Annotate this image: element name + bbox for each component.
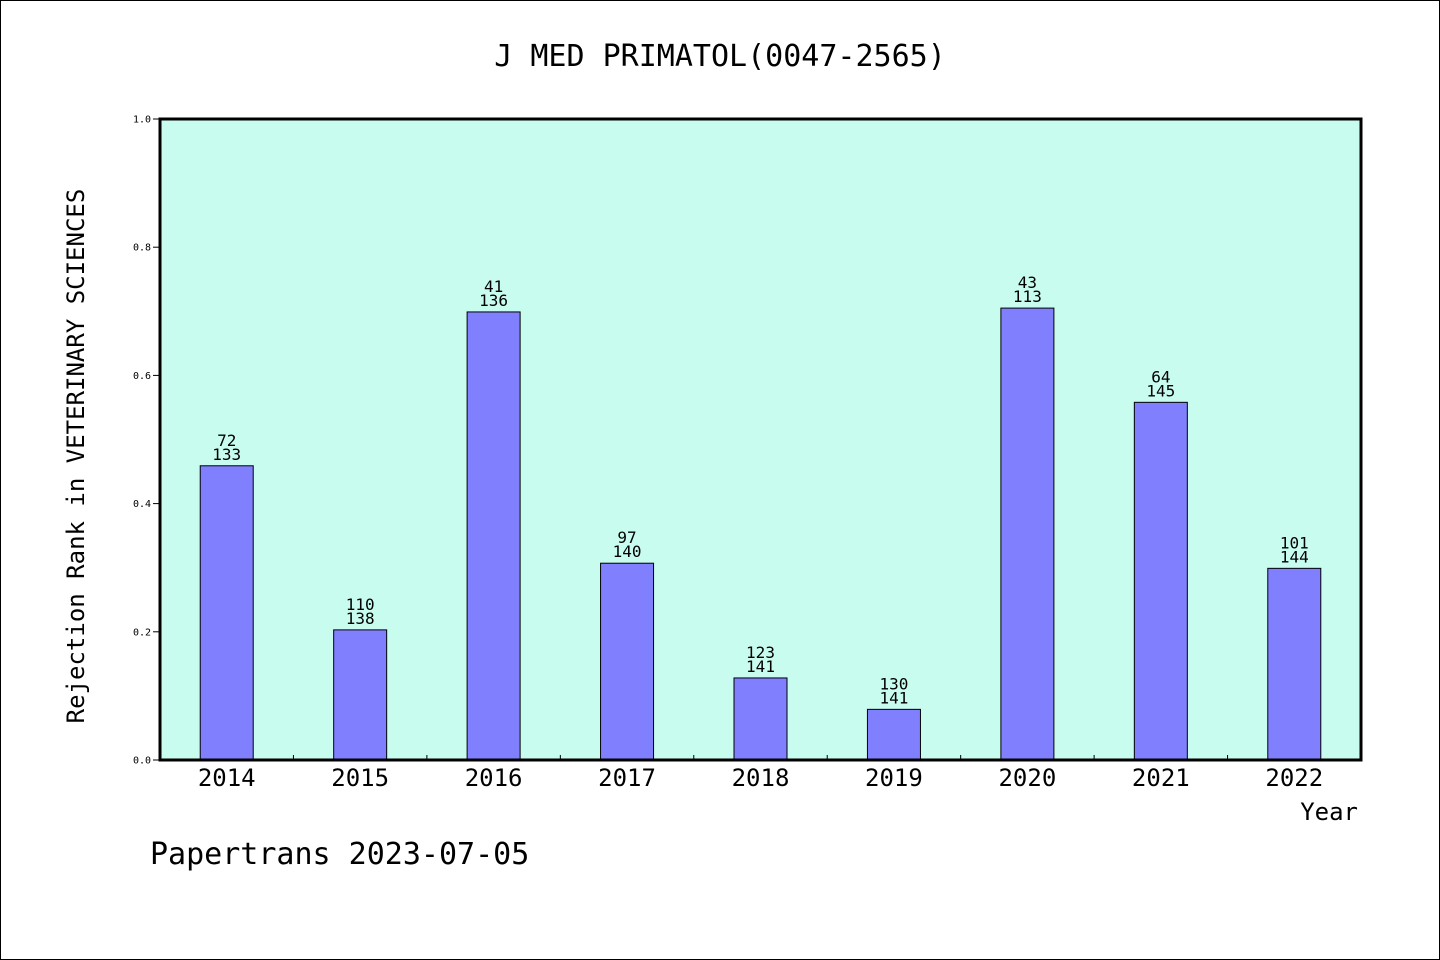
bar-label-rank: 43 <box>1018 273 1037 292</box>
bar-2020 <box>1000 307 1055 761</box>
bar-2016 <box>466 311 521 761</box>
bar-2018 <box>733 677 788 761</box>
bar-label-rank: 72 <box>217 431 236 450</box>
footer-text: Papertrans 2023-07-05 <box>150 837 529 872</box>
bar-label-rank: 64 <box>1151 367 1170 386</box>
bar-2019 <box>866 708 921 761</box>
bar-label-rank: 123 <box>746 643 775 662</box>
bar-label-total: 145 <box>1146 381 1175 400</box>
bar-2014 <box>199 465 254 761</box>
x-tick-label: 2016 <box>465 764 523 792</box>
bar-label-total: 133 <box>212 445 241 464</box>
bar-label-total: 141 <box>746 657 775 676</box>
bar-2021 <box>1133 401 1188 761</box>
bar-2017 <box>600 562 655 761</box>
bar-2022 <box>1267 567 1322 761</box>
bar-2015 <box>333 629 388 761</box>
y-tick-label: 0.2 <box>133 627 151 638</box>
plot-border <box>158 117 1363 762</box>
y-axis-label: Rejection Rank in VETERINARY SCIENCES <box>62 189 90 724</box>
x-tick-label: 2021 <box>1132 764 1190 792</box>
bar-label-rank: 101 <box>1280 533 1309 552</box>
bar-label-rank: 97 <box>617 528 636 547</box>
y-tick-label: 1.0 <box>133 115 151 126</box>
bar-label-rank: 110 <box>346 595 375 614</box>
y-tick-label: 0.4 <box>133 499 151 510</box>
bar-label-total: 113 <box>1013 287 1042 306</box>
bar-label-total: 141 <box>879 688 908 707</box>
bar-label-rank: 130 <box>879 674 908 693</box>
x-tick-label: 2018 <box>732 764 790 792</box>
x-tick-label: 2015 <box>331 764 389 792</box>
x-tick-label: 2022 <box>1265 764 1323 792</box>
bar-label-total: 144 <box>1280 547 1309 566</box>
y-tick-label: 0.8 <box>133 243 151 254</box>
x-tick-label: 2019 <box>865 764 923 792</box>
bar-label-rank: 41 <box>484 277 503 296</box>
x-tick-label: 2020 <box>998 764 1056 792</box>
bar-label-total: 136 <box>479 291 508 310</box>
x-tick-label: 2014 <box>198 764 256 792</box>
bar-label-total: 140 <box>613 542 642 561</box>
y-tick-label: 0.6 <box>133 371 151 382</box>
bar-label-total: 138 <box>346 609 375 628</box>
x-axis-label: Year <box>1300 798 1358 826</box>
y-tick-label: 0.0 <box>133 756 151 767</box>
chart-title: J MED PRIMATOL(0047-2565) <box>494 39 946 74</box>
x-tick-label: 2017 <box>598 764 656 792</box>
